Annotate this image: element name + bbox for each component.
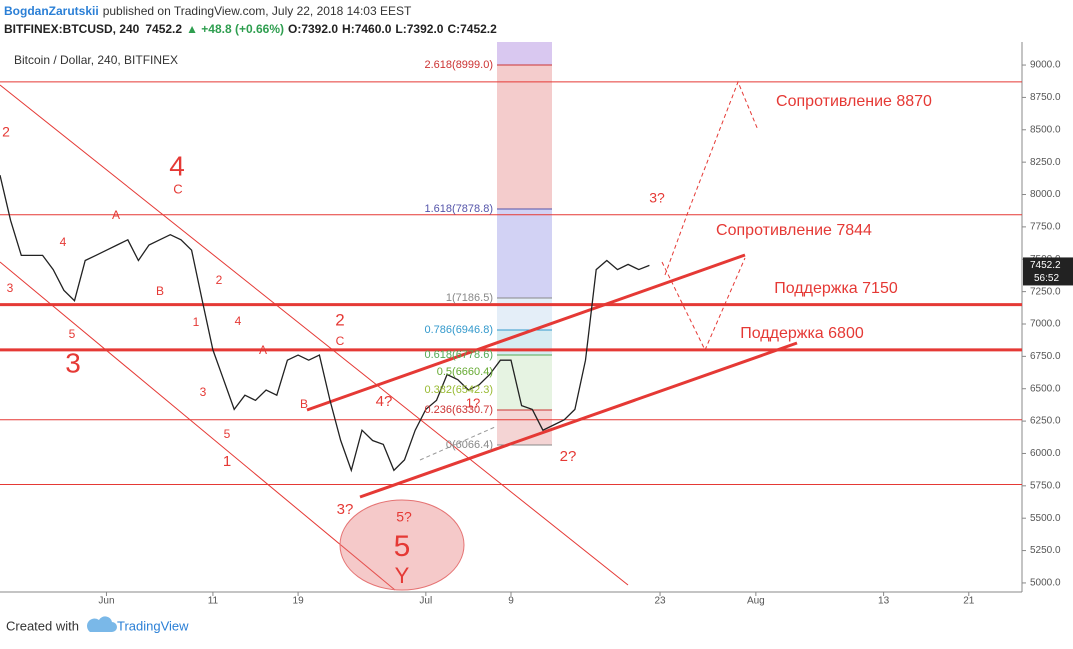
- y-tick-label: 8500.0: [1030, 124, 1061, 135]
- x-tick-label: 21: [963, 596, 975, 607]
- footer-brand[interactable]: TradingView: [117, 618, 189, 633]
- annotation: 4: [60, 235, 67, 249]
- annotation: Поддержка 6800: [740, 325, 864, 342]
- header-line: BogdanZarutskii published on TradingView.…: [4, 4, 412, 18]
- fib-label: 1(7186.5): [446, 292, 493, 304]
- published: published on TradingView.com, July 22, 2…: [103, 4, 412, 18]
- y-tick-label: 8750.0: [1030, 92, 1061, 103]
- fib-label: 0.786(6946.8): [425, 324, 494, 336]
- symbol: BITFINEX:BTCUSD, 240: [4, 22, 140, 36]
- annotation: 1?: [466, 395, 480, 410]
- fib-label: 0.236(6330.7): [425, 404, 494, 416]
- fib-label: 0.382(6542.3): [425, 384, 494, 396]
- annotation: 4: [169, 150, 185, 181]
- last: 7452.2: [145, 22, 182, 36]
- annotation: 3: [65, 347, 81, 378]
- countdown: 56:52: [1034, 273, 1059, 284]
- x-tick-label: Jul: [419, 596, 432, 607]
- y-tick-label: 8000.0: [1030, 189, 1061, 200]
- high: H:7460.0: [342, 22, 392, 36]
- trend-lines: [0, 80, 798, 591]
- y-tick-label: 6500.0: [1030, 383, 1061, 394]
- annotation: B: [156, 284, 164, 298]
- x-tick-label: Aug: [747, 596, 765, 607]
- annotation: 2: [2, 124, 10, 140]
- x-tick-label: 11: [208, 596, 219, 607]
- annotation: 5: [394, 530, 411, 563]
- x-tick-label: 9: [508, 596, 514, 607]
- annotation: B: [300, 397, 308, 411]
- y-tick-label: 6250.0: [1030, 416, 1061, 427]
- annotation: 5: [224, 427, 231, 441]
- annotation: 1: [223, 453, 231, 470]
- annotation: 2: [335, 310, 344, 329]
- fib-label: 0(6066.4): [446, 439, 493, 451]
- fib-label: 2.618(8999.0): [425, 59, 494, 71]
- annotation: Сопротивление 8870: [776, 93, 932, 110]
- price-line: [0, 174, 650, 473]
- annotation: 3?: [649, 190, 665, 206]
- y-tick-label: 7250.0: [1030, 286, 1061, 297]
- annotation: 3: [7, 281, 14, 295]
- fib-label: 0.618(6778.6): [425, 349, 494, 361]
- x-tick-label: Jun: [98, 596, 114, 607]
- y-tick-label: 6000.0: [1030, 448, 1061, 459]
- y-tick-label: 5000.0: [1030, 578, 1061, 589]
- x-tick-label: 13: [878, 596, 890, 607]
- annotation: A: [112, 208, 120, 222]
- y-tick-label: 5750.0: [1030, 480, 1061, 491]
- annotation: 4?: [376, 393, 393, 410]
- annotation: C: [173, 181, 182, 196]
- x-tick-label: 19: [293, 596, 305, 607]
- footer-created: Created with: [6, 618, 79, 633]
- fib-label: 1.618(7878.8): [425, 203, 494, 215]
- low: L:7392.0: [395, 22, 443, 36]
- annotation: 5: [69, 327, 76, 341]
- annotation: C: [336, 334, 345, 348]
- annotation: 3: [200, 385, 207, 399]
- y-tick-label: 7000.0: [1030, 319, 1061, 330]
- logo: [87, 616, 117, 632]
- y-tick-label: 5500.0: [1030, 513, 1061, 524]
- annotation: 2: [216, 273, 223, 287]
- last-price-box: [1023, 257, 1073, 286]
- annotation: 4: [235, 314, 242, 328]
- close: C:7452.2: [447, 22, 497, 36]
- annotation: A: [259, 343, 267, 357]
- y-tick-label: 9000.0: [1030, 60, 1061, 71]
- y-tick-label: 7750.0: [1030, 222, 1061, 233]
- annotation: 1: [193, 315, 200, 329]
- x-tick-label: 23: [654, 596, 666, 607]
- change: ▲ +48.8 (+0.66%): [186, 22, 284, 36]
- annotation: 5?: [396, 509, 412, 525]
- annotation: 3?: [337, 501, 354, 518]
- annotation: Y: [395, 563, 410, 588]
- highlight-ellipse: [339, 499, 465, 591]
- annotation: Поддержка 7150: [774, 280, 898, 297]
- chart-title: Bitcoin / Dollar, 240, BITFINEX: [14, 53, 178, 67]
- y-tick-label: 8250.0: [1030, 157, 1061, 168]
- open: O:7392.0: [288, 22, 338, 36]
- y-tick-label: 6750.0: [1030, 351, 1061, 362]
- header-line: BITFINEX:BTCUSD, 240 7452.2 ▲ +48.8 (+0.66…: [4, 22, 497, 36]
- fib-zone: [497, 42, 552, 446]
- fib-label: 0.5(6660.4): [437, 366, 493, 378]
- annotation: 2?: [560, 448, 577, 465]
- author[interactable]: BogdanZarutskii: [4, 4, 99, 18]
- annotation: Сопротивление 7844: [716, 222, 872, 239]
- y-tick-label: 5250.0: [1030, 545, 1061, 556]
- last-price-label: 7452.2: [1030, 260, 1061, 271]
